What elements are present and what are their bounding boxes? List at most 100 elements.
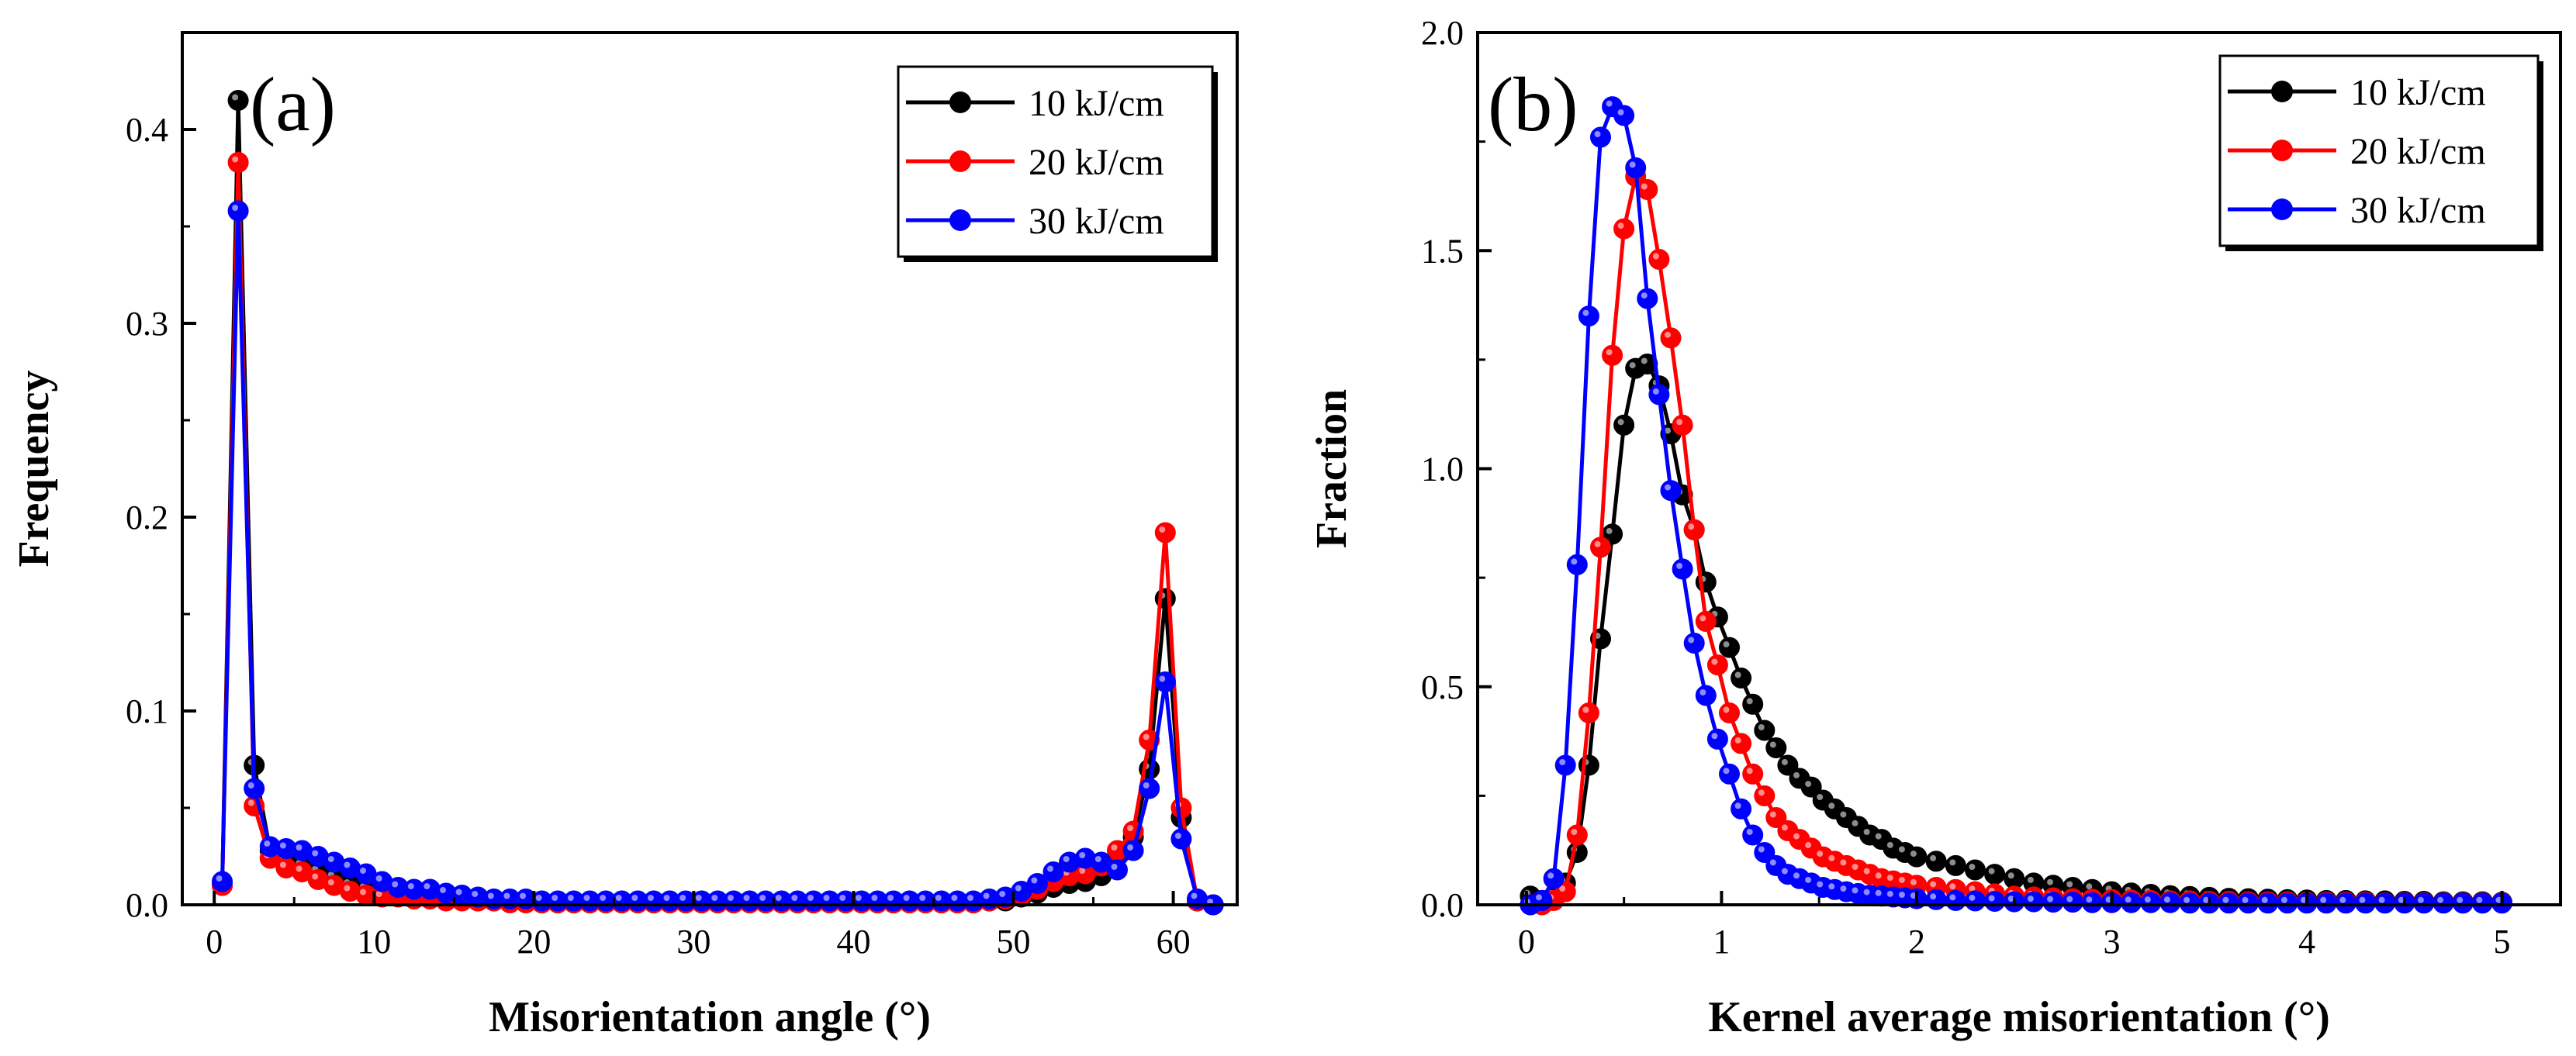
data-point-highlight-b-blue (1536, 894, 1542, 901)
data-point-highlight-b-red (1949, 883, 1956, 890)
data-point-highlight-a-blue (1174, 833, 1181, 839)
data-point-highlight-a-blue (647, 895, 654, 901)
data-point-highlight-b-red (1559, 885, 1566, 892)
data-point-b-blue (1672, 558, 1693, 580)
data-point-highlight-b-red (1840, 859, 1847, 866)
data-point-highlight-b-blue (2378, 896, 2385, 903)
y-tick-label-b: 1.5 (1421, 232, 1464, 270)
data-point-highlight-a-blue (424, 883, 430, 889)
data-point-highlight-a-blue (791, 895, 798, 901)
data-point-b-black (1742, 693, 1764, 715)
data-point-b-red (1637, 179, 1658, 200)
data-point-highlight-b-black (1930, 854, 1937, 861)
data-point-b-red (1613, 218, 1635, 240)
data-point-highlight-a-red (1079, 868, 1086, 874)
data-point-highlight-b-red (1886, 875, 1893, 882)
data-point-b-blue (2452, 892, 2474, 914)
data-point-highlight-a-blue (1111, 864, 1118, 870)
data-point-highlight-b-blue (1793, 872, 1800, 879)
data-point-highlight-b-blue (1769, 859, 1776, 866)
data-point-highlight-b-black (1723, 641, 1730, 648)
data-point-highlight-b-red (1793, 833, 1800, 840)
data-point-highlight-b-blue (1734, 802, 1741, 809)
data-point-highlight-a-blue (663, 895, 670, 901)
legend-label-b-blue: 30 kJ/cm (2350, 190, 2486, 231)
data-point-highlight-b-blue (1886, 890, 1893, 897)
data-point-b-blue (2179, 892, 2201, 914)
data-point-highlight-a-blue (296, 844, 303, 851)
data-point-b-black (1984, 864, 2006, 885)
data-point-highlight-b-red (1910, 878, 1917, 885)
data-point-b-red (1578, 702, 1599, 723)
data-point-b-red (1731, 733, 1752, 754)
data-point-b-blue (2140, 892, 2162, 913)
x-axis-title-b: Kernel average misorientation (°) (1708, 993, 2330, 1041)
data-point-highlight-b-blue (1910, 892, 1917, 899)
data-point-highlight-b-black (1988, 868, 1995, 875)
data-point-highlight-b-red (1930, 881, 1937, 888)
data-point-highlight-a-blue (1015, 885, 1022, 892)
data-point-highlight-a-red (312, 873, 319, 880)
data-point-highlight-b-blue (2320, 896, 2327, 903)
data-point-highlight-a-blue (967, 895, 973, 901)
data-point-highlight-b-black (1769, 741, 1776, 748)
data-point-highlight-a-blue (375, 875, 382, 882)
data-point-b-blue (2218, 892, 2239, 914)
legend-swatch-marker-b-black (2271, 81, 2293, 102)
data-point-a-blue (1107, 859, 1128, 881)
data-point-highlight-b-blue (1629, 161, 1636, 168)
data-point-b-red (1683, 519, 1705, 540)
y-axis-title-a: Frequency (10, 370, 58, 567)
data-point-highlight-a-blue (440, 887, 446, 893)
data-point-b-blue (2042, 892, 2064, 913)
data-point-highlight-a-red (327, 879, 334, 885)
y-tick-label-b: 2.0 (1421, 14, 1464, 52)
data-point-b-blue (1554, 754, 1576, 776)
data-point-b-blue (1964, 890, 1986, 912)
data-point-highlight-a-blue (615, 895, 622, 901)
data-point-b-red (1742, 763, 1764, 785)
data-point-b-blue (2355, 892, 2376, 914)
y-tick-label-a: 0.0 (126, 886, 168, 924)
data-point-highlight-b-red (1571, 829, 1578, 835)
data-point-highlight-a-blue (807, 895, 814, 901)
data-point-highlight-a-black (232, 94, 239, 101)
data-point-highlight-a-blue (823, 895, 830, 901)
data-point-b-black (1613, 414, 1635, 436)
data-point-highlight-a-blue (600, 895, 607, 901)
data-point-highlight-a-blue (264, 840, 271, 847)
legend-b: 10 kJ/cm 20 kJ/cm 30 kJ/cm (2218, 54, 2543, 251)
data-point-highlight-a-blue (743, 895, 750, 901)
data-point-highlight-b-black (1852, 820, 1859, 827)
data-point-highlight-b-black (1949, 859, 1956, 866)
legend-label-a-red: 20 kJ/cm (1029, 142, 1164, 183)
data-point-highlight-b-black (1606, 527, 1613, 534)
data-point-highlight-a-blue (1063, 856, 1070, 862)
x-tick-label-b: 2 (1908, 923, 1925, 961)
data-point-highlight-b-blue (1988, 895, 1995, 902)
data-point-a-red (1170, 797, 1192, 819)
data-point-highlight-b-red (1617, 223, 1624, 229)
data-point-highlight-a-blue (360, 868, 366, 874)
legend-label-a-blue: 30 kJ/cm (1029, 201, 1164, 242)
data-point-b-black (1925, 851, 1947, 872)
data-point-b-blue (2238, 892, 2259, 914)
data-point-highlight-a-blue (631, 895, 638, 901)
data-point-highlight-b-blue (2203, 896, 2210, 903)
data-point-highlight-b-black (1828, 802, 1835, 809)
data-point-highlight-b-blue (1840, 885, 1847, 892)
data-point-highlight-b-red (1606, 349, 1613, 356)
data-point-highlight-b-red (1875, 872, 1882, 879)
y-tick-label-a: 0.2 (126, 499, 168, 537)
data-point-highlight-b-blue (2184, 896, 2190, 903)
data-point-highlight-a-blue (887, 895, 894, 901)
y-tick-label-b: 0.0 (1421, 886, 1464, 924)
data-point-b-blue (1648, 384, 1670, 405)
data-point-highlight-b-blue (1594, 131, 1601, 137)
data-point-highlight-b-blue (1930, 893, 1937, 900)
x-tick-label-a: 60 (1157, 923, 1191, 961)
data-point-highlight-b-black (2047, 878, 2053, 885)
data-point-highlight-b-blue (1969, 894, 1976, 901)
data-point-highlight-b-blue (2086, 896, 2093, 903)
